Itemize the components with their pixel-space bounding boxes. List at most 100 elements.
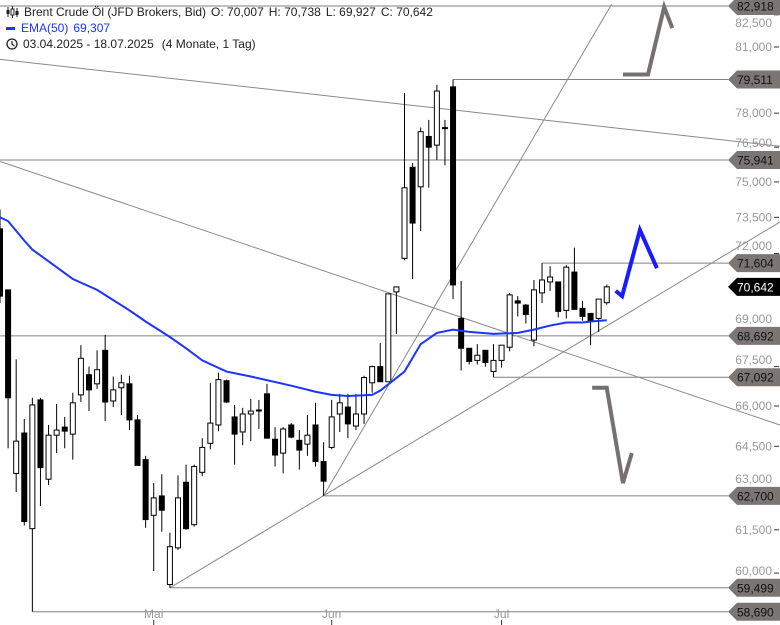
- candles-layer: [0, 79, 610, 612]
- gray-up-arrow: [622, 0, 675, 77]
- candle: [498, 344, 505, 368]
- candle: [563, 265, 570, 319]
- candle: [296, 430, 303, 470]
- candle: [126, 375, 133, 431]
- level-tag: 71,604: [728, 254, 780, 273]
- candle-body-down: [231, 416, 238, 435]
- instrument-legend: Brent Crude Öl (JFD Brokers, Bid) O: 70,…: [6, 5, 433, 19]
- candle: [134, 415, 141, 466]
- candle: [53, 403, 60, 454]
- candle: [166, 532, 173, 588]
- candle: [595, 298, 602, 332]
- y-axis[interactable]: 82,500 81,000 78,000 76,500 75,000 73,500 72,0…: [735, 14, 779, 578]
- candle: [603, 284, 610, 305]
- date-range-span: (4 Monate, 1 Tag): [161, 37, 256, 51]
- candle-body-up: [563, 266, 570, 311]
- candle-body-up: [530, 289, 537, 341]
- trendline: [169, 221, 780, 589]
- candle: [174, 475, 181, 550]
- candle-body-down: [21, 432, 28, 523]
- instrument-name: Brent Crude Öl (JFD Brokers, Bid): [24, 5, 207, 19]
- y-tick-label: 67,500: [735, 353, 772, 367]
- candle-body-up: [280, 428, 287, 454]
- candle: [37, 397, 44, 507]
- candle-body-down: [263, 393, 270, 439]
- candle: [191, 464, 198, 527]
- candle-body-up: [328, 416, 335, 448]
- candle-body-up: [13, 440, 20, 474]
- candle: [571, 247, 578, 310]
- candle: [0, 209, 3, 304]
- candle-body-up: [393, 286, 400, 293]
- y-tick-label: 61,500: [735, 523, 772, 537]
- trendline: [0, 160, 780, 426]
- candle-body-up: [336, 402, 343, 415]
- candle: [183, 464, 190, 530]
- candle-body-down: [409, 166, 416, 224]
- candle: [547, 266, 554, 291]
- y-tick-label: 60,000: [735, 564, 772, 578]
- candle-body-down: [450, 86, 457, 286]
- x-tick-label: Jun: [322, 607, 341, 621]
- level-tag-text: 82,918: [737, 0, 774, 13]
- candle: [474, 344, 481, 365]
- candle: [77, 345, 84, 403]
- candle-body-up: [110, 389, 117, 402]
- trendline: [0, 58, 780, 147]
- level-tag-text: 67,092: [737, 371, 774, 385]
- candle-body-up: [441, 127, 448, 130]
- candle-body-down: [0, 228, 3, 297]
- ema-value: 69,307: [73, 21, 111, 35]
- candle-body-down: [466, 347, 473, 362]
- candle-body-up: [29, 404, 36, 530]
- candle-body-down: [458, 317, 465, 349]
- y-tick-label: 69,000: [735, 312, 772, 326]
- candle: [61, 416, 68, 449]
- candle: [102, 334, 109, 421]
- candle-body-up: [417, 131, 424, 188]
- date-range: 03.04.2025 - 18.07.2025: [23, 37, 154, 51]
- current-price-tag-text: 70,642: [737, 280, 774, 294]
- candle: [223, 379, 230, 403]
- y-tick-label: 75,000: [735, 175, 772, 189]
- candle-body-up: [352, 413, 359, 427]
- candle-body-up: [174, 497, 181, 549]
- candle: [215, 372, 222, 432]
- close-value: C: 70,642: [380, 5, 433, 19]
- candle: [312, 402, 319, 467]
- candle: [247, 398, 254, 442]
- candle: [288, 423, 295, 439]
- level-tag: 82,918: [728, 0, 780, 15]
- candle-body-up: [150, 497, 157, 516]
- candle: [69, 392, 76, 460]
- level-tag-text: 75,941: [737, 154, 774, 168]
- candle: [280, 427, 287, 474]
- candle: [490, 344, 497, 378]
- candle: [150, 483, 157, 572]
- date-range-legend: 03.04.2025 - 18.07.2025 (4 Monate, 1 Tag…: [6, 37, 256, 51]
- candle-body-up: [433, 90, 440, 146]
- x-axis[interactable]: Mai Jun Jul: [144, 607, 509, 625]
- candle-body-down: [425, 135, 432, 148]
- candle: [482, 349, 489, 367]
- candle-body-up: [474, 354, 481, 361]
- candle-body-down: [482, 349, 489, 363]
- candle: [328, 399, 335, 450]
- candle: [336, 393, 343, 432]
- y-tick-label: 78,000: [735, 106, 772, 120]
- x-tick-label: Mai: [144, 607, 163, 621]
- y-tick-label: 81,000: [735, 40, 772, 54]
- candle-body-down: [288, 424, 295, 438]
- candle-body-up: [304, 434, 311, 445]
- low-value: L: 69,927: [325, 5, 376, 19]
- candle: [304, 415, 311, 456]
- candle-body-down: [272, 438, 279, 456]
- y-tick-label: 76,500: [735, 136, 772, 150]
- ema-label: EMA(50): [21, 21, 69, 35]
- level-tag-text: 71,604: [737, 257, 774, 271]
- ema-legend: EMA(50) 69,307: [6, 21, 110, 35]
- candle-body-up: [45, 434, 52, 480]
- candle: [5, 289, 12, 449]
- level-tag-shape: [728, 326, 780, 345]
